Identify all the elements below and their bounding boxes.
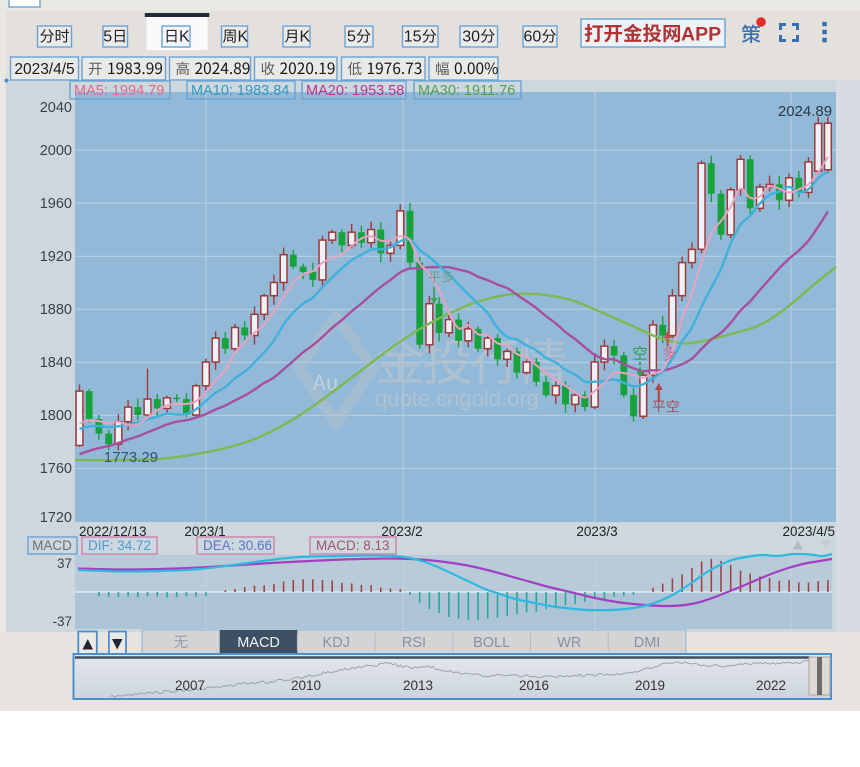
svg-text:1880: 1880 [40,302,72,318]
svg-text:1840: 1840 [40,355,72,371]
svg-text:MA10: 1983.84: MA10: 1983.84 [191,83,289,99]
svg-text:2016: 2016 [519,678,549,693]
svg-text:DIF: 34.72: DIF: 34.72 [88,538,151,553]
svg-text:MACD: MACD [237,635,280,651]
svg-text:MACD: 8.13: MACD: 8.13 [316,538,390,553]
svg-text:2010: 2010 [291,678,321,693]
svg-text:5: 5 [103,29,112,46]
svg-text:15: 15 [404,29,422,46]
svg-text:2022: 2022 [756,678,786,693]
svg-text:2019: 2019 [635,678,665,693]
svg-text:2040: 2040 [40,100,72,116]
svg-text:1800: 1800 [40,408,72,424]
svg-text:1760: 1760 [40,461,72,477]
svg-text:2023/1: 2023/1 [184,524,225,539]
svg-text:2013: 2013 [403,678,433,693]
svg-text:MA30: 1911.76: MA30: 1911.76 [418,83,515,99]
svg-text:30: 30 [462,29,480,46]
svg-text:60: 60 [524,29,542,46]
svg-text:K: K [238,29,249,46]
svg-text:2023/3: 2023/3 [576,524,617,539]
svg-text:1773.29: 1773.29 [104,449,158,466]
svg-text:1720: 1720 [40,510,72,526]
svg-text:MACD: MACD [32,538,72,553]
svg-text:2024.89: 2024.89 [778,103,832,120]
svg-text:RSI: RSI [402,635,426,651]
svg-text:2023/4/5: 2023/4/5 [14,61,74,78]
svg-text:2023/4/5: 2023/4/5 [782,524,835,539]
svg-text:1920: 1920 [40,249,72,265]
svg-text:WR: WR [557,635,581,651]
svg-text:BOLL: BOLL [473,635,510,651]
svg-text:quote.cngold.org: quote.cngold.org [375,386,539,411]
svg-text:-37: -37 [52,614,72,629]
svg-text:K: K [179,29,190,46]
svg-text:2022/12/13: 2022/12/13 [79,524,147,539]
svg-text:K: K [300,29,311,46]
svg-text:MA5: 1994.79: MA5: 1994.79 [74,83,164,99]
svg-text:2007: 2007 [175,678,205,693]
svg-text:2023/2: 2023/2 [381,524,422,539]
svg-text:2000: 2000 [40,143,72,159]
svg-text:37: 37 [57,556,72,571]
svg-text:APP: APP [681,24,721,46]
svg-text:DMI: DMI [634,635,661,651]
svg-text:5: 5 [347,29,356,46]
svg-text:DEA: 30.66: DEA: 30.66 [203,538,272,553]
svg-text:1960: 1960 [40,196,72,212]
svg-text:MA20: 1953.58: MA20: 1953.58 [306,83,404,99]
svg-text:KDJ: KDJ [323,635,350,651]
